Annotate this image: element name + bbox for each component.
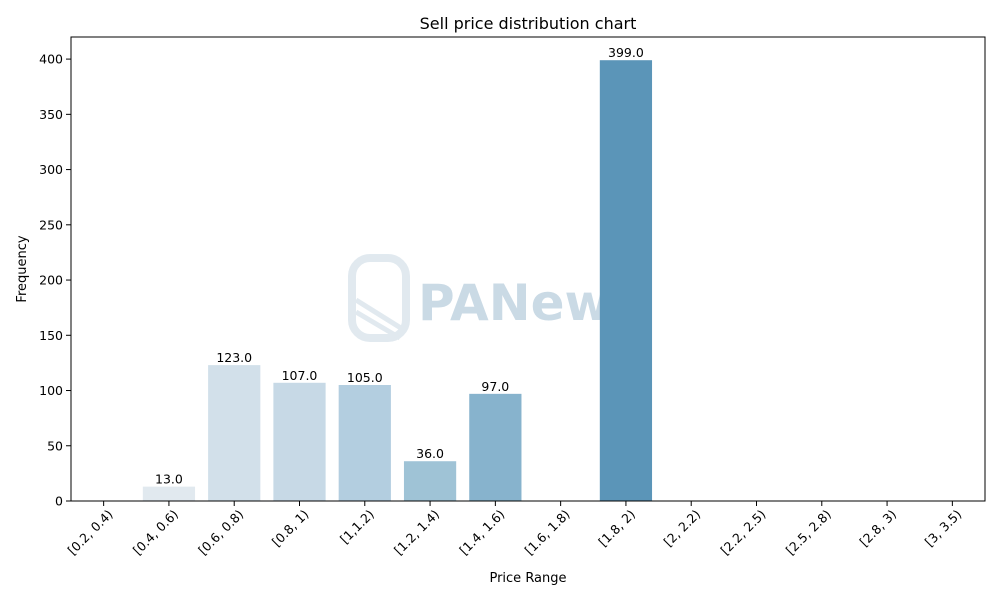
watermark: PANews: [348, 254, 640, 342]
y-axis-title: Frequency: [15, 235, 30, 302]
x-axis: [0.2, 0.4) [0.4, 0.6) [0.6, 0.8) [0.8, 1) [1…: [65, 501, 965, 558]
y-tick-label-8: 400: [39, 52, 63, 67]
bar-5: [403, 461, 457, 501]
y-tick-label-4: 200: [39, 273, 63, 288]
x-tick-label-2: [0.6, 0.8): [195, 507, 246, 558]
bars-layer: [142, 60, 653, 501]
y-axis: 0 50 100 150 200 250 300 350 400: [39, 52, 71, 509]
x-axis-title: Price Range: [489, 571, 566, 586]
x-tick-label-13: [3, 3.5): [922, 507, 965, 550]
x-tick-label-5: [1.2, 1.4): [391, 507, 442, 558]
panews-logo-icon: [348, 254, 410, 342]
plot-frame: [70, 36, 986, 502]
data-label-6: 97.0: [481, 379, 509, 394]
data-labels-layer: 13.0 123.0 107.0 105.0 36.0 97.0 399.0: [155, 45, 644, 486]
y-tick-label-0: 0: [55, 494, 63, 509]
x-tick-label-10: [2.2, 2.5): [717, 507, 768, 558]
x-tick-label-8: [1.8, 2): [595, 507, 638, 550]
data-label-8: 399.0: [608, 45, 644, 60]
data-label-5: 36.0: [416, 446, 444, 461]
bar-3: [273, 382, 326, 501]
x-tick-label-7: [1.6, 1.8): [522, 507, 573, 558]
x-tick-label-0: [0.2, 0.4): [65, 507, 116, 558]
x-tick-label-6: [1.4, 1.6): [456, 507, 507, 558]
bar-1: [142, 486, 196, 501]
bar-6: [469, 393, 522, 501]
y-tick-label-7: 350: [39, 107, 63, 122]
y-tick-label-5: 250: [39, 217, 63, 232]
data-label-1: 13.0: [155, 472, 183, 487]
bar-2: [208, 365, 261, 501]
y-tick-label-6: 300: [39, 162, 63, 177]
x-tick-label-3: [0.8, 1): [269, 507, 312, 550]
bar-4: [338, 385, 391, 501]
x-tick-label-4: [1,1.2): [337, 507, 377, 547]
y-tick-label-1: 50: [47, 438, 63, 453]
x-tick-label-12: [2.8, 3): [856, 507, 899, 550]
data-label-3: 107.0: [282, 368, 318, 383]
y-tick-label-2: 100: [39, 383, 63, 398]
x-tick-label-1: [0.4, 0.6): [130, 507, 181, 558]
x-tick-label-11: [2.5, 2.8): [783, 507, 834, 558]
chart-title: Sell price distribution chart: [420, 14, 637, 33]
x-tick-label-9: [2, 2.2): [661, 507, 704, 550]
bar-8: [599, 60, 653, 501]
data-label-4: 105.0: [347, 370, 383, 385]
data-label-2: 123.0: [216, 350, 252, 365]
y-tick-label-3: 150: [39, 328, 63, 343]
